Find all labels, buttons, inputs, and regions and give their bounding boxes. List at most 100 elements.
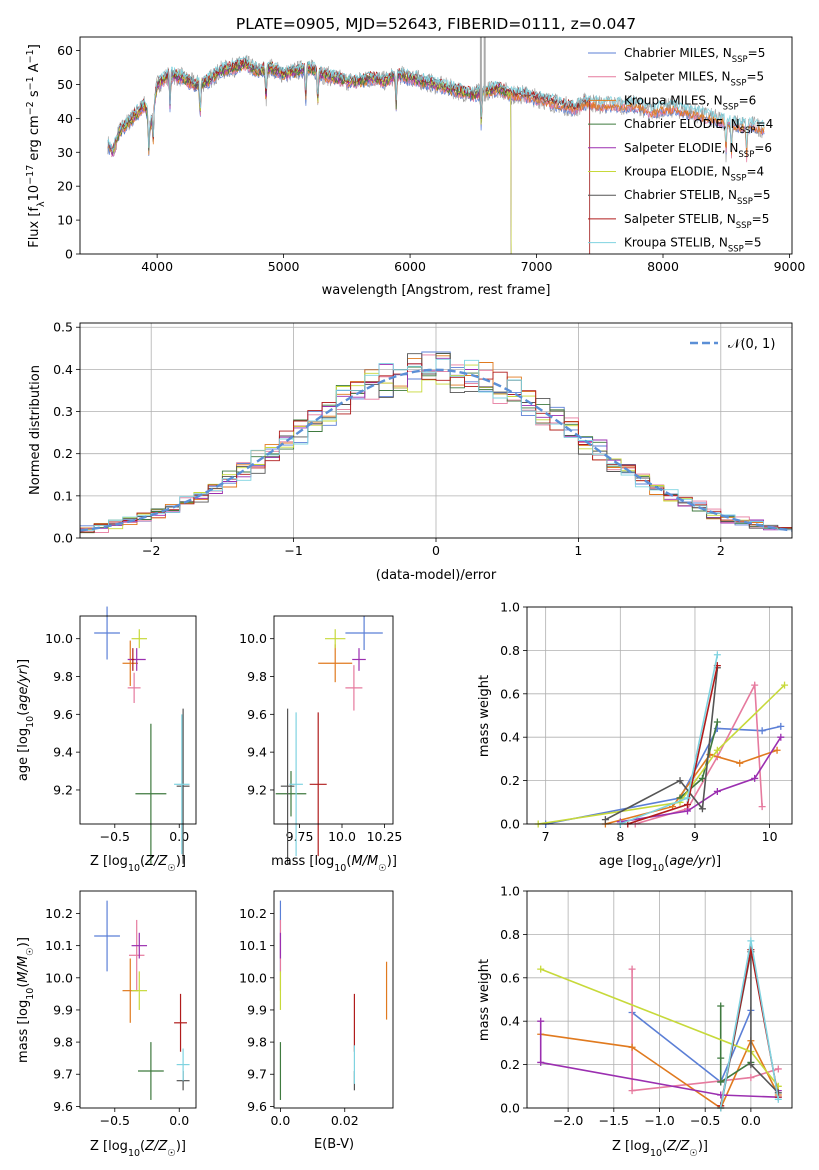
mass-weight-marker xyxy=(758,727,766,735)
x-tick-label: −0.5 xyxy=(100,1113,130,1128)
y-tick-label: 9.7 xyxy=(247,1067,267,1082)
age-vs-Z-ylabel: age [log10(age/yr)] xyxy=(16,659,36,781)
mass_vs_ebv-axes: 0.0 0.02 9.6 9.7 9.8 9.9 10.0 10.1 10.2 xyxy=(239,906,359,1128)
y-tick-label: 0.4 xyxy=(53,362,73,377)
age-vs-Z-xlabel: Z [log10(Z/Z☉)] xyxy=(90,854,186,874)
y-tick-label: 0.8 xyxy=(500,643,520,658)
errorbar-point xyxy=(280,708,295,864)
errorbar-point xyxy=(345,665,363,711)
mass-weight-marker xyxy=(717,1054,725,1062)
x-tick-label: 5000 xyxy=(268,259,300,274)
mass-weight-marker xyxy=(781,681,789,689)
x-tick-label: 0.0 xyxy=(169,829,189,844)
mass_weight_vs_Z-axes: −2.0 −1.5 −1.0 −0.5 0.0 0.0 0.2 0.4 0.6 0.8 1.0 xyxy=(500,884,792,1128)
legend-entry: Salpeter STELIB, NSSP=5 xyxy=(624,212,769,231)
mass-weight-series-line xyxy=(538,684,786,825)
mass-weight-marker xyxy=(713,718,721,726)
mass-weight-marker xyxy=(717,1078,725,1086)
errorbar-point xyxy=(176,708,190,864)
y-tick-label: 10.0 xyxy=(45,631,73,646)
x-tick-label: −1 xyxy=(284,543,302,558)
y-tick-label: 10.0 xyxy=(239,970,267,985)
spectrum-xlabel: wavelength [Angstrom, rest frame] xyxy=(322,283,551,298)
legend-entry: Kroupa STELIB, NSSP=5 xyxy=(624,236,762,255)
mass-weight-marker xyxy=(676,777,684,785)
y-tick-label: 50 xyxy=(57,77,73,92)
mass-weight-marker xyxy=(777,733,785,741)
legend-entry: Chabrier STELIB, NSSP=5 xyxy=(624,188,771,207)
x-tick-label: 0.0 xyxy=(270,1113,290,1128)
y-tick-label: 10.0 xyxy=(239,631,267,646)
mass-weight-marker xyxy=(758,803,766,811)
y-tick-label: 0.3 xyxy=(53,404,73,419)
errorbar-point xyxy=(131,648,135,671)
y-tick-label: 9.2 xyxy=(247,782,267,797)
y-tick-label: 0.6 xyxy=(500,686,520,701)
errorbar-point xyxy=(131,629,148,649)
residual-axes-border xyxy=(79,322,793,539)
y-tick-label: 0.8 xyxy=(500,927,520,942)
legend-entry: Chabrier MILES, NSSP=5 xyxy=(624,46,765,65)
mass-weight-marker xyxy=(537,1058,545,1066)
x-tick-label: −2.0 xyxy=(553,1113,583,1128)
errorbar-point xyxy=(275,771,307,817)
mass-weight-series-line xyxy=(605,667,719,821)
mass-weight-marker xyxy=(628,1087,636,1095)
errorbar-point xyxy=(309,712,327,857)
errorbar-point xyxy=(325,629,346,649)
residual-xlabel: (data-model)/error xyxy=(376,568,497,583)
mass-weight-series-line xyxy=(631,969,779,1092)
mass-weight-marker xyxy=(736,759,744,767)
mass_weight_vs_age-axes-border xyxy=(526,606,793,825)
mass_vs_ebv-axes-border xyxy=(273,890,394,1109)
x-tick-label: 0.0 xyxy=(741,1113,761,1128)
errorbar-point xyxy=(122,640,138,686)
age_vs_mass-axes: 9.75 10.0 10.25 9.2 9.4 9.6 9.8 10.0 xyxy=(239,631,402,844)
y-tick-label: 9.8 xyxy=(53,669,73,684)
mass-weight-marker xyxy=(683,807,691,815)
y-tick-label: 1.0 xyxy=(500,884,520,899)
y-tick-label: 9.6 xyxy=(247,707,267,722)
y-tick-label: 9.8 xyxy=(53,1035,73,1050)
age_vs_mass-axes-border xyxy=(273,615,394,825)
y-tick-label: 0.5 xyxy=(53,320,73,335)
mass-weight-marker xyxy=(774,1095,782,1103)
y-tick-label: 1.0 xyxy=(500,600,520,615)
errorbar-point xyxy=(138,1042,164,1100)
x-tick-label: 9000 xyxy=(774,259,806,274)
y-tick-label: 10 xyxy=(57,213,73,228)
y-tick-label: 40 xyxy=(57,111,73,126)
errorbar-point xyxy=(289,712,303,857)
y-tick-label: 10.1 xyxy=(239,938,267,953)
errorbar-point xyxy=(94,606,120,660)
x-tick-label: 7000 xyxy=(521,259,553,274)
mass-weight-marker xyxy=(747,1074,755,1082)
y-tick-label: 0.0 xyxy=(500,817,520,832)
y-tick-label: 30 xyxy=(57,145,73,160)
x-tick-label: −0.5 xyxy=(100,829,130,844)
weight-vs-Z-ylabel: mass weight xyxy=(477,959,492,1041)
weight-vs-age-ylabel: mass weight xyxy=(477,675,492,757)
y-tick-label: 0.4 xyxy=(500,1014,520,1029)
x-tick-label: 10.25 xyxy=(367,829,403,844)
mass-weight-marker xyxy=(683,794,691,802)
y-tick-label: 60 xyxy=(57,43,73,58)
errorbar-point xyxy=(174,714,190,855)
errorbar-point xyxy=(345,616,383,651)
y-tick-label: 9.8 xyxy=(247,669,267,684)
x-tick-label: 6000 xyxy=(394,259,426,274)
x-tick-label: 9.75 xyxy=(286,829,314,844)
x-tick-label: 8 xyxy=(616,829,624,844)
y-tick-label: 9.7 xyxy=(53,1067,73,1082)
errorbar-point xyxy=(131,932,148,959)
x-tick-label: 4000 xyxy=(141,259,173,274)
y-tick-label: 9.2 xyxy=(53,782,73,797)
mass_weight_vs_Z-axes-border xyxy=(526,890,793,1109)
errorbar-point xyxy=(131,971,148,1010)
x-tick-label: 10.0 xyxy=(328,829,356,844)
mass-weight-marker xyxy=(747,937,755,945)
mass-weight-marker xyxy=(698,774,706,782)
y-tick-label: 0.4 xyxy=(500,730,520,745)
mass-weight-marker xyxy=(774,1065,782,1073)
